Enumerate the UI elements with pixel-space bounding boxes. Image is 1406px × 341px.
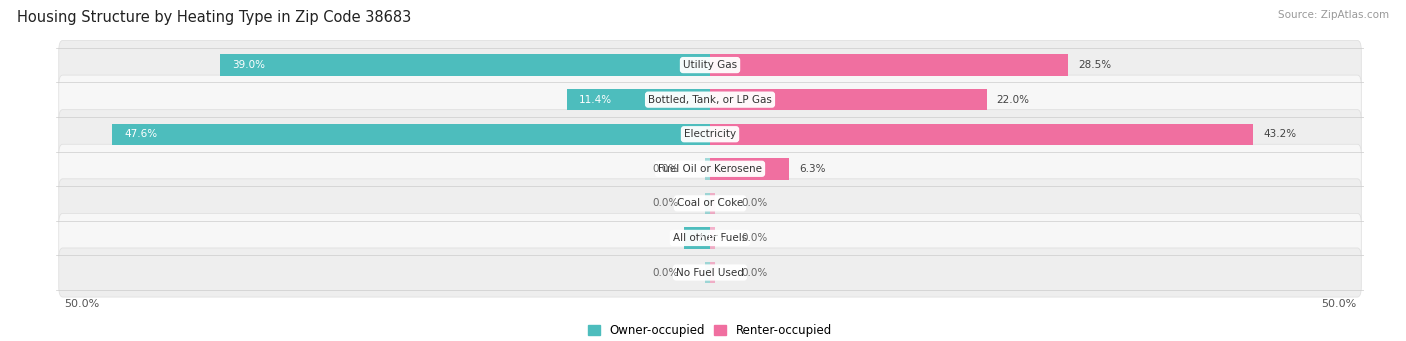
Text: 0.0%: 0.0% (741, 198, 768, 208)
FancyBboxPatch shape (59, 144, 1361, 193)
Text: 39.0%: 39.0% (232, 60, 266, 70)
Text: Housing Structure by Heating Type in Zip Code 38683: Housing Structure by Heating Type in Zip… (17, 10, 411, 25)
Text: 11.4%: 11.4% (579, 95, 613, 105)
FancyBboxPatch shape (59, 213, 1361, 263)
Bar (710, 227, 716, 249)
FancyBboxPatch shape (59, 110, 1361, 159)
Text: 0.0%: 0.0% (741, 268, 768, 278)
Text: 43.2%: 43.2% (1263, 129, 1296, 139)
Text: Bottled, Tank, or LP Gas: Bottled, Tank, or LP Gas (648, 95, 772, 105)
Text: 0.0%: 0.0% (652, 198, 679, 208)
FancyBboxPatch shape (59, 75, 1361, 124)
Bar (710, 123, 1253, 145)
FancyBboxPatch shape (59, 248, 1361, 297)
Text: Fuel Oil or Kerosene: Fuel Oil or Kerosene (658, 164, 762, 174)
Text: Electricity: Electricity (683, 129, 737, 139)
Text: 0.0%: 0.0% (741, 233, 768, 243)
Bar (710, 54, 1069, 76)
Text: Utility Gas: Utility Gas (683, 60, 737, 70)
Text: Coal or Coke: Coal or Coke (676, 198, 744, 208)
Bar (683, 227, 710, 249)
Text: 6.3%: 6.3% (799, 164, 825, 174)
Bar (704, 262, 710, 283)
Bar (704, 158, 710, 179)
FancyBboxPatch shape (59, 179, 1361, 228)
Text: 22.0%: 22.0% (997, 95, 1029, 105)
Bar (710, 262, 716, 283)
Bar (219, 54, 710, 76)
Bar (710, 193, 716, 214)
Bar (704, 193, 710, 214)
Bar (567, 89, 710, 110)
Bar (710, 89, 987, 110)
Text: 2.1%: 2.1% (696, 233, 723, 243)
Text: No Fuel Used: No Fuel Used (676, 268, 744, 278)
Bar (111, 123, 710, 145)
Text: 28.5%: 28.5% (1078, 60, 1112, 70)
Legend: Owner-occupied, Renter-occupied: Owner-occupied, Renter-occupied (583, 320, 837, 341)
FancyBboxPatch shape (59, 41, 1361, 90)
Text: 47.6%: 47.6% (124, 129, 157, 139)
Bar (710, 158, 789, 179)
Text: Source: ZipAtlas.com: Source: ZipAtlas.com (1278, 10, 1389, 20)
Text: 0.0%: 0.0% (652, 268, 679, 278)
Text: All other Fuels: All other Fuels (673, 233, 747, 243)
Text: 0.0%: 0.0% (652, 164, 679, 174)
